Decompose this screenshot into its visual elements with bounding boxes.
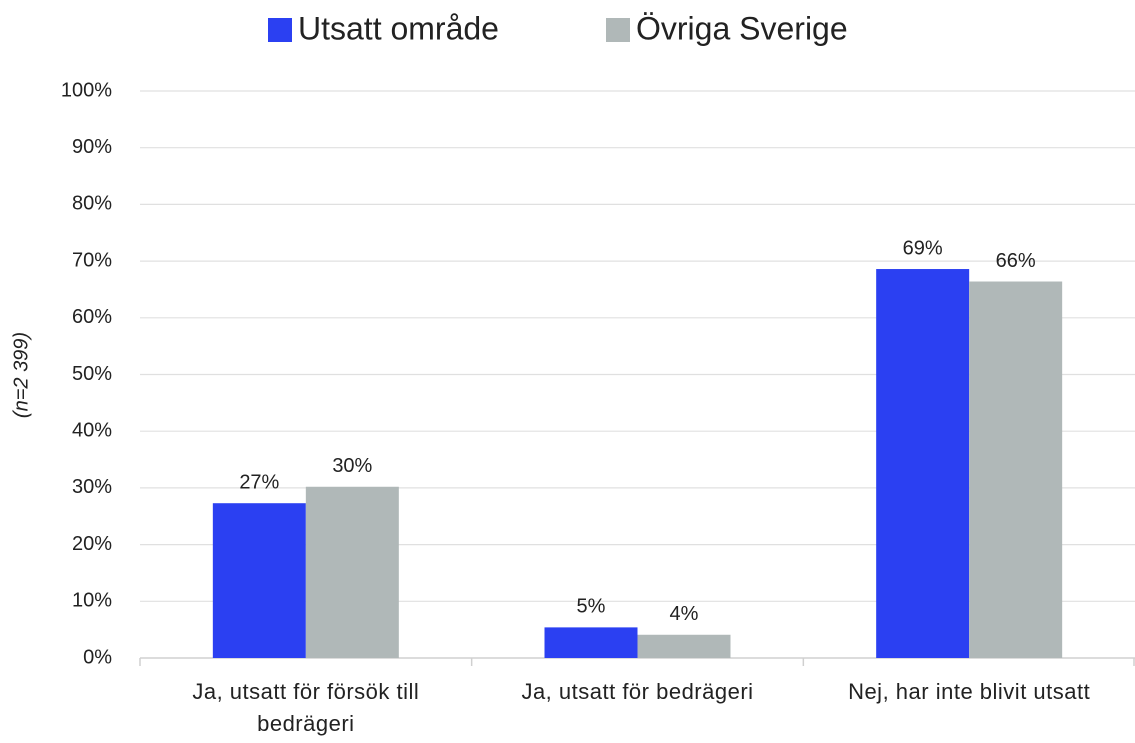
y-tick-label: 70% [72,249,112,271]
value-label: 69% [903,237,943,259]
value-label: 4% [670,603,699,625]
bar [876,269,970,658]
legend-swatch [606,18,630,42]
x-tick-label: Ja, utsatt för försök till bedrägeri [192,679,420,736]
y-tick-label: 20% [72,533,112,555]
bar [544,627,638,658]
y-axis-label: (n=2 399) [10,332,32,418]
y-tick-label: 40% [72,419,112,441]
x-tick-label: Nej, har inte blivit utsatt [848,679,1091,704]
y-tick-label: 60% [72,306,112,328]
y-tick-label: 0% [83,646,112,668]
y-tick-label: 50% [72,363,112,385]
value-label: 27% [239,471,279,493]
bar [969,281,1063,658]
y-tick-label: 80% [72,193,112,215]
y-tick-label: 10% [72,590,112,612]
value-label: 66% [996,250,1036,272]
bar [212,503,306,658]
x-tick-label: Ja, utsatt för bedrägeri [521,679,754,704]
value-label: 5% [577,596,606,618]
bar [637,634,731,658]
y-tick-label: 30% [72,476,112,498]
y-tick-label: 100% [61,79,112,101]
y-tick-label: 90% [72,136,112,158]
legend-label: Utsatt område [298,10,499,46]
legend-label: Övriga Sverige [636,10,848,46]
legend-swatch [268,18,292,42]
value-label: 30% [332,455,372,477]
bar [305,486,399,658]
